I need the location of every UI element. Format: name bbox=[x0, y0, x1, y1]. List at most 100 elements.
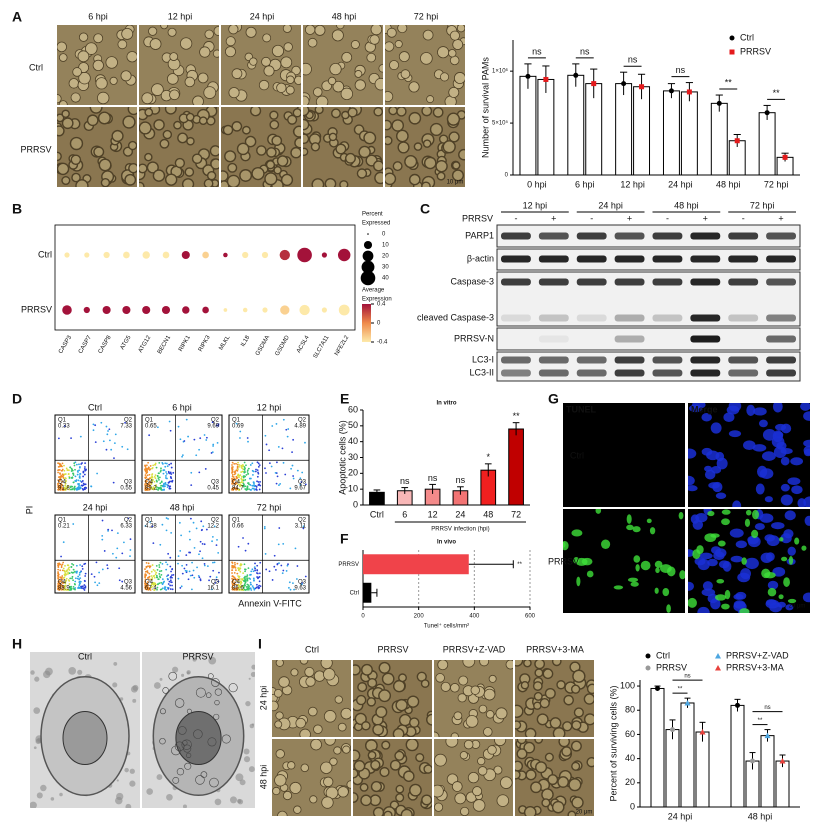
tunel-signal bbox=[633, 555, 641, 563]
flow-event bbox=[166, 483, 168, 486]
flow-event bbox=[64, 584, 67, 587]
mean-point bbox=[764, 732, 771, 739]
micrograph bbox=[303, 25, 383, 105]
dot bbox=[321, 307, 327, 313]
cell bbox=[366, 697, 377, 707]
cell bbox=[85, 42, 98, 55]
flow-event bbox=[264, 467, 266, 470]
flow-event bbox=[232, 582, 235, 585]
flow-event bbox=[213, 525, 216, 528]
flow-event bbox=[258, 584, 261, 587]
flow-event bbox=[253, 587, 256, 590]
flow-event bbox=[255, 488, 258, 491]
flow-event bbox=[58, 465, 61, 468]
flow-event bbox=[288, 586, 290, 589]
cell bbox=[385, 91, 394, 103]
cell bbox=[269, 110, 279, 120]
flow-event bbox=[67, 579, 70, 581]
flow-event bbox=[61, 578, 64, 581]
blot-box bbox=[496, 327, 801, 351]
cell bbox=[221, 170, 229, 182]
tunel-signal bbox=[779, 537, 784, 542]
flow-event bbox=[152, 488, 155, 491]
chart-title: In vivo bbox=[437, 540, 456, 546]
tunel-signal bbox=[662, 587, 670, 597]
cell bbox=[515, 770, 521, 780]
cell bbox=[206, 170, 217, 181]
cell bbox=[293, 125, 301, 138]
flow-event bbox=[177, 577, 180, 580]
organelle bbox=[166, 793, 173, 801]
flow-event bbox=[72, 481, 75, 484]
flow-event bbox=[61, 487, 64, 490]
quadrant-name: Q3 bbox=[124, 580, 133, 586]
flow-event bbox=[82, 471, 85, 474]
flow-event bbox=[249, 578, 252, 580]
flow-event bbox=[170, 581, 173, 584]
flow-event bbox=[299, 477, 302, 480]
significance: ns bbox=[400, 476, 410, 486]
band bbox=[501, 232, 531, 240]
flow-event bbox=[264, 553, 267, 555]
cell bbox=[166, 73, 179, 85]
quadrant-value: 0.21 bbox=[58, 524, 70, 530]
cell bbox=[477, 766, 488, 776]
cell bbox=[285, 85, 295, 95]
quadrant-name: Q4 bbox=[145, 580, 154, 586]
bar bbox=[508, 428, 524, 506]
tunel-signal bbox=[678, 511, 684, 520]
cell bbox=[463, 739, 474, 750]
flow-event bbox=[64, 588, 67, 591]
gene-label: BECN1 bbox=[157, 334, 173, 355]
flow-event bbox=[129, 549, 132, 551]
flow-event bbox=[183, 567, 186, 570]
quadrant-name: Q3 bbox=[211, 580, 220, 586]
organelle bbox=[239, 779, 246, 786]
cell bbox=[227, 162, 238, 173]
mean-point bbox=[543, 76, 549, 82]
flow-event bbox=[59, 563, 62, 566]
cell bbox=[139, 121, 152, 135]
bar bbox=[730, 704, 745, 808]
flow-event bbox=[241, 470, 244, 473]
legend-label: PRRSV+Z-VAD bbox=[726, 650, 789, 660]
flow-event bbox=[144, 578, 147, 581]
flow-event bbox=[210, 452, 213, 454]
legend-label: Ctrl bbox=[740, 32, 754, 42]
cell bbox=[287, 114, 298, 125]
cell bbox=[292, 108, 301, 118]
cell bbox=[204, 29, 214, 39]
flow-event bbox=[252, 487, 255, 490]
nucleus bbox=[803, 411, 810, 421]
significance: ** bbox=[513, 411, 521, 421]
x-axis-label: PRRSV infection (hpi) bbox=[431, 527, 489, 533]
cell bbox=[542, 668, 554, 680]
cell bbox=[499, 776, 513, 789]
cell bbox=[426, 95, 435, 104]
flow-event bbox=[81, 587, 83, 590]
flow-event bbox=[72, 568, 75, 571]
cell bbox=[523, 741, 536, 754]
mean-point bbox=[668, 88, 674, 94]
cell bbox=[299, 660, 309, 665]
cell bbox=[534, 660, 546, 670]
quadrant-name: Q1 bbox=[145, 418, 154, 424]
flow-event bbox=[211, 535, 214, 538]
cell bbox=[68, 78, 80, 89]
cell bbox=[448, 86, 460, 98]
cell bbox=[323, 668, 336, 681]
cell bbox=[421, 181, 431, 187]
flow-event bbox=[63, 573, 66, 576]
flow-event bbox=[258, 576, 261, 578]
nucleus bbox=[772, 430, 784, 443]
flow-event bbox=[121, 445, 124, 448]
nucleus bbox=[803, 439, 810, 448]
cell bbox=[320, 761, 333, 774]
cell bbox=[375, 705, 388, 718]
band bbox=[690, 278, 721, 286]
nucleus bbox=[715, 492, 727, 499]
flow-event bbox=[204, 468, 207, 470]
band bbox=[538, 232, 569, 240]
organelle bbox=[235, 773, 244, 782]
cell bbox=[437, 46, 450, 59]
